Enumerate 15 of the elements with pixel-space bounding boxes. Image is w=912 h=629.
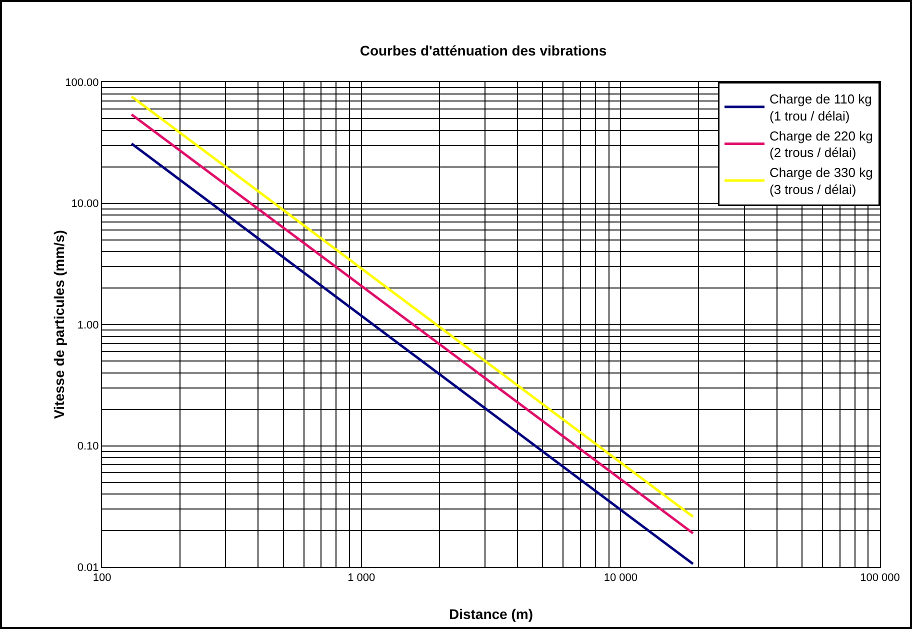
y-tick-label: 100.00 [65,76,99,89]
y-tick-label: 1.00 [77,319,99,332]
legend-label: Charge de 110 kg (1 trou / délai) [770,92,872,124]
y-tick-label: 0.01 [77,562,99,574]
y-tick-label: 0.10 [77,440,99,453]
x-axis-title: Distance (m) [448,606,534,622]
y-tick-label: 10.00 [71,198,99,210]
x-tick-label: 10 000 [604,572,638,584]
chart-title: Courbes d'atténuation des vibrations [360,42,607,59]
y-axis-title: Vitesse de particules (mm/s) [51,230,67,419]
x-tick-label: 100 000 [860,572,900,584]
legend-label: Charge de 220 kg (2 trous / délai) [770,128,873,160]
x-tick-label: 100 [92,572,112,584]
x-tick-label: 1 000 [348,572,376,584]
legend-label: Charge de 330 kg (3 trous / délai) [770,165,873,198]
